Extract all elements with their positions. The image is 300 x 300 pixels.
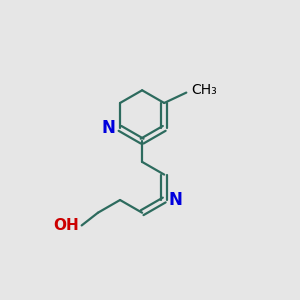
- Text: N: N: [101, 119, 116, 137]
- Text: CH₃: CH₃: [191, 83, 217, 97]
- Text: OH: OH: [54, 218, 79, 233]
- Text: N: N: [169, 191, 183, 209]
